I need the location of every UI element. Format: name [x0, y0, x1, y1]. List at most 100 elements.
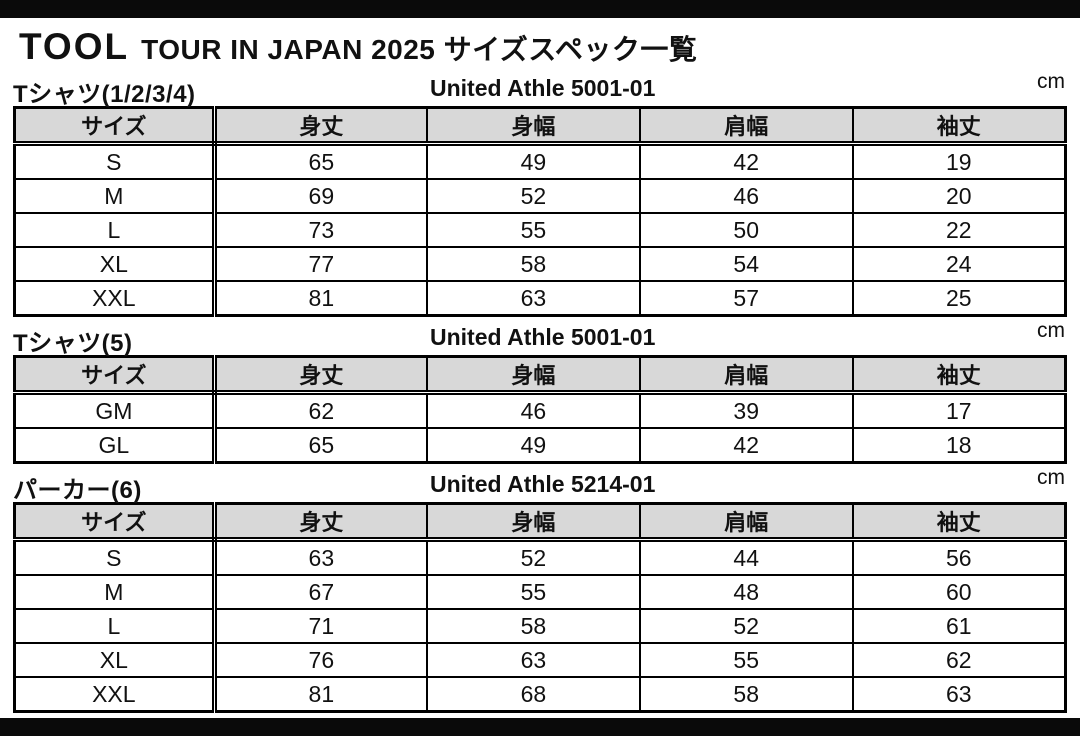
- value-cell: 63: [426, 280, 641, 317]
- value-cell: 65: [213, 142, 428, 180]
- value-cell: 61: [851, 608, 1067, 644]
- value-cell: 18: [851, 427, 1067, 464]
- col-header-body-width: 身幅: [426, 106, 641, 146]
- table-header-row: サイズ 身丈 身幅 肩幅 袖丈: [13, 106, 1067, 146]
- col-header-shoulder-width: 肩幅: [638, 106, 854, 146]
- value-cell: 22: [851, 212, 1067, 248]
- value-cell: 50: [638, 212, 854, 248]
- col-header-size: サイズ: [13, 106, 217, 146]
- value-cell: 76: [213, 642, 428, 678]
- value-cell: 49: [426, 427, 641, 464]
- value-cell: 39: [638, 391, 854, 429]
- value-cell: 44: [638, 538, 854, 576]
- size-cell: GM: [13, 391, 217, 429]
- product-name: United Athle 5214-01: [430, 471, 656, 497]
- value-cell: 67: [213, 574, 428, 610]
- col-header-size: サイズ: [13, 502, 217, 542]
- value-cell: 55: [426, 574, 641, 610]
- value-cell: 71: [213, 608, 428, 644]
- product-name: United Athle 5001-01: [430, 75, 656, 101]
- value-cell: 52: [426, 538, 641, 576]
- page-title: TOOL TOUR IN JAPAN 2025 サイズスペック一覧: [19, 26, 1067, 70]
- value-cell: 19: [851, 142, 1067, 180]
- bottom-letterbox-bar: [0, 718, 1080, 736]
- table-row: L 71 58 52 61: [13, 608, 1067, 644]
- value-cell: 52: [638, 608, 854, 644]
- table-row: S 65 49 42 19: [13, 142, 1067, 180]
- col-header-shoulder-width: 肩幅: [638, 355, 854, 395]
- value-cell: 63: [426, 642, 641, 678]
- value-cell: 20: [851, 178, 1067, 214]
- size-table-tshirt-5: サイズ 身丈 身幅 肩幅 袖丈 GM 62 46 39 17 GL 65 49 …: [13, 355, 1067, 464]
- size-cell: L: [13, 608, 217, 644]
- size-cell: GL: [13, 427, 217, 464]
- table-row: XL 76 63 55 62: [13, 642, 1067, 678]
- table-row: XL 77 58 54 24: [13, 246, 1067, 282]
- value-cell: 68: [426, 676, 641, 713]
- table-row: GL 65 49 42 18: [13, 427, 1067, 464]
- value-cell: 60: [851, 574, 1067, 610]
- size-cell: S: [13, 142, 217, 180]
- value-cell: 57: [638, 280, 854, 317]
- size-spec-sheet: TOOL TOUR IN JAPAN 2025 サイズスペック一覧 Tシャツ(1/…: [13, 18, 1067, 713]
- value-cell: 58: [638, 676, 854, 713]
- top-letterbox-bar: [0, 0, 1080, 18]
- size-cell: M: [13, 574, 217, 610]
- table-row: L 73 55 50 22: [13, 212, 1067, 248]
- col-header-body-width: 身幅: [426, 355, 641, 395]
- table-row: XXL 81 68 58 63: [13, 676, 1067, 713]
- value-cell: 42: [638, 427, 854, 464]
- col-header-sleeve-length: 袖丈: [851, 106, 1067, 146]
- value-cell: 81: [213, 280, 428, 317]
- section-title: Tシャツ(5): [13, 330, 133, 357]
- col-header-sleeve-length: 袖丈: [851, 355, 1067, 395]
- value-cell: 49: [426, 142, 641, 180]
- value-cell: 63: [213, 538, 428, 576]
- value-cell: 54: [638, 246, 854, 282]
- col-header-sleeve-length: 袖丈: [851, 502, 1067, 542]
- table-header-row: サイズ 身丈 身幅 肩幅 袖丈: [13, 355, 1067, 395]
- value-cell: 17: [851, 391, 1067, 429]
- table-row: M 69 52 46 20: [13, 178, 1067, 214]
- value-cell: 58: [426, 246, 641, 282]
- tool-logo-text: TOOL: [19, 26, 130, 67]
- page-title-text: TOUR IN JAPAN 2025 サイズスペック一覧: [141, 34, 698, 65]
- value-cell: 62: [213, 391, 428, 429]
- table-row: GM 62 46 39 17: [13, 391, 1067, 429]
- section-title: Tシャツ(1/2/3/4): [13, 81, 196, 108]
- section-header-tshirt-1234: Tシャツ(1/2/3/4) United Athle 5001-01 cm: [13, 70, 1067, 108]
- col-header-body-length: 身丈: [213, 355, 428, 395]
- product-name: United Athle 5001-01: [430, 324, 656, 350]
- size-table-tshirt-1234: サイズ 身丈 身幅 肩幅 袖丈 S 65 49 42 19 M 69 52 46…: [13, 106, 1067, 317]
- unit-label: cm: [1037, 466, 1065, 489]
- size-cell: XL: [13, 642, 217, 678]
- value-cell: 62: [851, 642, 1067, 678]
- value-cell: 77: [213, 246, 428, 282]
- value-cell: 81: [213, 676, 428, 713]
- value-cell: 46: [638, 178, 854, 214]
- table-row: M 67 55 48 60: [13, 574, 1067, 610]
- size-cell: XXL: [13, 280, 217, 317]
- col-header-shoulder-width: 肩幅: [638, 502, 854, 542]
- value-cell: 73: [213, 212, 428, 248]
- section-header-tshirt-5: Tシャツ(5) United Athle 5001-01 cm: [13, 319, 1067, 357]
- col-header-body-length: 身丈: [213, 106, 428, 146]
- value-cell: 46: [426, 391, 641, 429]
- value-cell: 65: [213, 427, 428, 464]
- value-cell: 55: [638, 642, 854, 678]
- unit-label: cm: [1037, 70, 1065, 93]
- col-header-body-length: 身丈: [213, 502, 428, 542]
- value-cell: 48: [638, 574, 854, 610]
- size-cell: M: [13, 178, 217, 214]
- value-cell: 55: [426, 212, 641, 248]
- value-cell: 24: [851, 246, 1067, 282]
- size-cell: L: [13, 212, 217, 248]
- value-cell: 56: [851, 538, 1067, 576]
- value-cell: 58: [426, 608, 641, 644]
- value-cell: 25: [851, 280, 1067, 317]
- section-title: パーカー(6): [13, 477, 142, 504]
- size-cell: S: [13, 538, 217, 576]
- value-cell: 69: [213, 178, 428, 214]
- value-cell: 63: [851, 676, 1067, 713]
- col-header-body-width: 身幅: [426, 502, 641, 542]
